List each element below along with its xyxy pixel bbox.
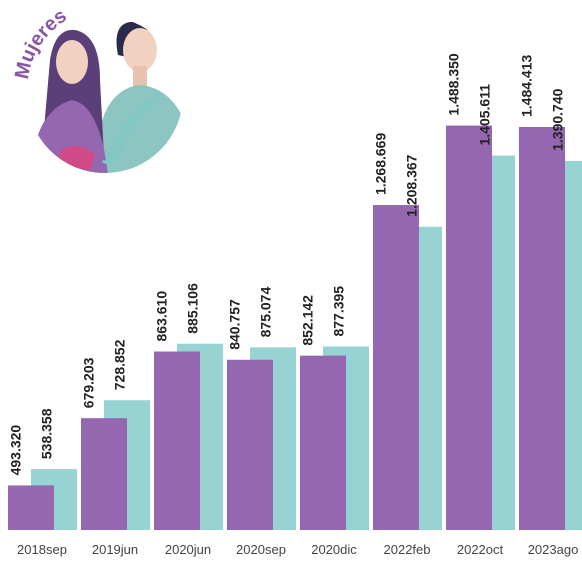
value-label: 679.203 [81, 357, 97, 408]
value-label: 1.390.740 [550, 88, 566, 150]
x-tick-label: 2023ago [528, 542, 579, 557]
value-label: 538.358 [39, 408, 55, 459]
x-tick-label: 2022feb [384, 542, 431, 557]
bar [519, 127, 565, 530]
x-tick-label: 2022oct [457, 542, 504, 557]
value-label: 1.484.413 [519, 55, 535, 117]
value-label: 1.488.350 [446, 53, 462, 115]
x-tick-label: 2020dic [311, 542, 357, 557]
bar [227, 360, 273, 530]
bar [81, 418, 127, 530]
bar [446, 126, 492, 530]
value-label: 1.268.669 [373, 133, 389, 195]
value-label: 877.395 [331, 286, 347, 337]
bar [8, 485, 54, 530]
x-tick-label: 2018sep [17, 542, 67, 557]
value-label: 493.320 [8, 425, 24, 476]
bar [300, 356, 346, 530]
value-label: 1.405.611 [477, 84, 493, 146]
bar [154, 352, 200, 530]
value-label: 875.074 [258, 287, 274, 338]
value-label: 840.757 [227, 299, 243, 350]
value-label: 728.852 [112, 339, 128, 390]
illustration [27, 17, 195, 175]
bar [373, 205, 419, 530]
chart: Mujeres Hombres 2018sep493.320538.358201… [0, 0, 582, 563]
x-tick-label: 2020sep [236, 542, 286, 557]
x-tick-label: 2020jun [165, 542, 211, 557]
value-label: 863.610 [154, 291, 170, 342]
x-tick-label: 2019jun [92, 542, 138, 557]
value-label: 885.106 [185, 283, 201, 334]
value-label: 1.208.367 [404, 154, 420, 216]
value-label: 852.142 [300, 295, 316, 346]
